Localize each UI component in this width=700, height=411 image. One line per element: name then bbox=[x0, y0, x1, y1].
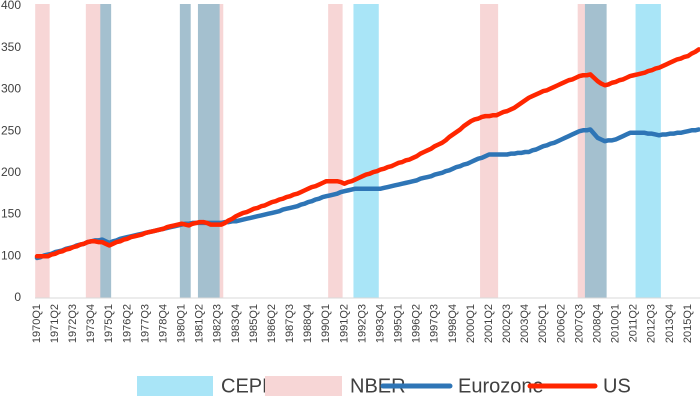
x-tick-label: 1995Q1 bbox=[393, 304, 405, 343]
x-tick-label: 1991Q2 bbox=[338, 304, 350, 343]
x-tick-label: 1990Q1 bbox=[320, 304, 332, 343]
y-tick-label: 300 bbox=[1, 82, 21, 96]
x-tick-label: 1975Q1 bbox=[103, 304, 115, 343]
x-tick-label: 1977Q3 bbox=[139, 304, 151, 343]
legend-swatch bbox=[265, 376, 342, 396]
x-tick-label: 2010Q1 bbox=[610, 304, 622, 343]
x-tick-label: 1970Q1 bbox=[31, 304, 43, 343]
plot bbox=[34, 47, 700, 261]
x-tick-label: 1972Q3 bbox=[67, 304, 79, 343]
x-tick-label: 2006Q2 bbox=[555, 304, 567, 343]
y-tick-label: 350 bbox=[1, 40, 21, 54]
x-tick-label: 1982Q3 bbox=[212, 304, 224, 343]
legend-label: Eurozone bbox=[458, 375, 544, 397]
bands bbox=[35, 4, 661, 298]
x-tick-label: 2003Q4 bbox=[519, 304, 531, 343]
legend-label: NBER bbox=[350, 375, 406, 397]
recession-band bbox=[85, 4, 112, 298]
x-tick-label: 1976Q2 bbox=[121, 304, 133, 343]
x-tick-label: 1986Q2 bbox=[266, 304, 278, 343]
recession-band bbox=[328, 4, 343, 298]
x-tick-label: 1997Q3 bbox=[429, 304, 441, 343]
x-tick-label: 1987Q3 bbox=[284, 304, 296, 343]
x-tick-label: 1993Q4 bbox=[374, 304, 386, 343]
y-tick-label: 200 bbox=[1, 165, 21, 179]
x-tick-label: 1992Q3 bbox=[356, 304, 368, 343]
x-tick-label: 1973Q4 bbox=[85, 304, 97, 343]
y-tick-label: 400 bbox=[1, 0, 21, 12]
recession-band bbox=[353, 4, 379, 298]
legend-label: US bbox=[603, 375, 631, 397]
y-tick-label: 0 bbox=[14, 290, 21, 304]
recession-band bbox=[197, 4, 224, 298]
x-tick-label: 2008Q4 bbox=[591, 304, 603, 343]
y-tick-label: 150 bbox=[1, 207, 21, 221]
y-tick-label: 100 bbox=[1, 248, 21, 262]
x-tick-label: 2005Q1 bbox=[537, 304, 549, 343]
x-tick-label: 1985Q1 bbox=[248, 304, 260, 343]
x-tick-label: 1998Q4 bbox=[447, 304, 459, 343]
legend-swatch bbox=[137, 376, 213, 396]
x-tick-label: 2007Q3 bbox=[573, 304, 585, 343]
x-tick-label: 2013Q4 bbox=[664, 304, 676, 343]
recession-band bbox=[35, 4, 50, 298]
x-tick-label: 1983Q4 bbox=[230, 304, 242, 343]
x-tick-label: 2000Q1 bbox=[465, 304, 477, 343]
x-tick-label: 2001Q2 bbox=[483, 304, 495, 343]
x-tick-label: 2012Q3 bbox=[646, 304, 658, 343]
recession-band bbox=[179, 4, 191, 298]
x-tick-label: 1996Q2 bbox=[411, 304, 423, 343]
series-line bbox=[34, 47, 700, 259]
legend-label: CEPR bbox=[221, 375, 277, 397]
recession-band bbox=[635, 4, 661, 298]
recession-band bbox=[577, 4, 607, 298]
x-tick-label: 1981Q2 bbox=[194, 304, 206, 343]
x-tick-label: 2002Q3 bbox=[501, 304, 513, 343]
x-tick-label: 1978Q4 bbox=[157, 304, 169, 343]
y-tick-label: 250 bbox=[1, 123, 21, 137]
x-tick-label: 2015Q1 bbox=[682, 304, 694, 343]
x-tick-label: 1980Q1 bbox=[176, 304, 188, 343]
x-tick-label: 1971Q2 bbox=[49, 304, 61, 343]
x-tick-label: 2011Q2 bbox=[628, 304, 640, 342]
x-tick-label: 1988Q4 bbox=[302, 304, 314, 343]
recession-band bbox=[480, 4, 499, 298]
